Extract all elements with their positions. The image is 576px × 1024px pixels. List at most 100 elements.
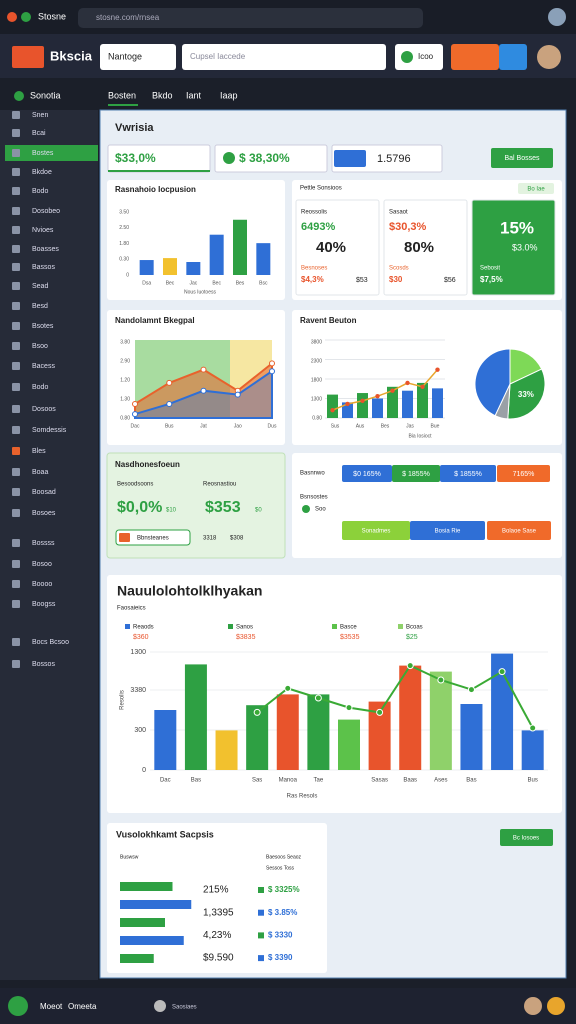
nav-tab[interactable]: Bkdo <box>152 90 173 100</box>
search-box[interactable] <box>100 44 176 70</box>
badge-text: $10 <box>166 508 177 514</box>
kpi-underline <box>108 170 210 172</box>
menu-item[interactable]: Besd <box>32 303 48 310</box>
row-swatch <box>258 932 264 939</box>
y-tick-label: 2.50 <box>119 225 129 231</box>
button[interactable] <box>499 44 527 70</box>
menu-icon <box>12 468 20 476</box>
y-tick-label: 1800 <box>311 377 322 383</box>
pill-text: $ 1855% <box>402 471 430 478</box>
menu-item[interactable]: Snen <box>32 112 48 119</box>
pill-text[interactable]: Bolaoe Sase <box>502 529 537 535</box>
x-tick-label: Baas <box>403 778 417 784</box>
pill-text[interactable]: Bosia Rie <box>435 529 461 535</box>
tile-foot: Besnoses <box>301 266 327 272</box>
y-tick-label: 0 <box>142 767 146 774</box>
menu-icon <box>12 111 20 119</box>
button[interactable] <box>500 829 553 846</box>
tile <box>383 199 468 296</box>
x-tick-label: Sasas <box>371 778 388 784</box>
tile-foot: $53 <box>356 277 368 284</box>
stat-foot: 3318 <box>203 536 217 542</box>
menu-item[interactable]: Bosoo <box>32 561 52 568</box>
bar <box>256 243 271 275</box>
kpi-badge <box>334 150 366 167</box>
kpi-value: $33,0% <box>115 151 156 165</box>
nav-tab[interactable]: Iant <box>186 90 202 100</box>
point <box>166 379 173 386</box>
menu-icon <box>12 168 20 176</box>
legend-swatch <box>332 624 337 629</box>
button[interactable] <box>451 44 499 70</box>
nav-title: Sonotia <box>30 90 61 100</box>
menu-item[interactable]: Boogss <box>32 601 56 608</box>
y-tick-label: 1300 <box>130 649 146 656</box>
button-icon <box>119 533 130 542</box>
search-placeholder: Cupsel Iaccede <box>190 52 246 61</box>
address-bar[interactable] <box>78 8 423 28</box>
x-tick-label: Dus <box>268 423 277 429</box>
card-title: Ravent Beuton <box>300 316 357 325</box>
y-tick-label: 1300 <box>311 396 322 402</box>
icon <box>14 91 24 101</box>
menu-item[interactable]: Bsotes <box>32 323 54 330</box>
pill-button[interactable] <box>487 521 551 540</box>
menu-item[interactable]: Sead <box>32 283 48 290</box>
row-swatch <box>258 955 264 962</box>
menu-item[interactable]: Bcai <box>32 130 46 137</box>
menu-item[interactable]: Bodo <box>32 188 48 195</box>
menu-item[interactable]: Bocs Bcsoo <box>32 639 69 646</box>
x-tick-label: Dac <box>160 778 171 784</box>
nav-tab[interactable]: Iaap <box>220 90 238 100</box>
menu-item[interactable]: Boaa <box>32 469 48 476</box>
menu-item[interactable]: Boooo <box>32 581 52 588</box>
point <box>234 391 241 398</box>
menu-item[interactable]: Bacess <box>32 363 55 370</box>
bar <box>209 234 224 275</box>
logo-icon <box>12 46 44 68</box>
menu-item[interactable]: Bassos <box>32 264 55 271</box>
bar <box>460 704 483 770</box>
menu-icon <box>12 226 20 234</box>
bar <box>233 219 247 275</box>
badge-text: Bo Iae <box>527 187 545 193</box>
bar <box>327 394 338 418</box>
bar <box>402 390 413 418</box>
menu-item[interactable]: Bsoo <box>32 343 48 350</box>
y-tick-label: 0.30 <box>119 257 129 263</box>
menu-item[interactable]: Dosobeo <box>32 208 60 215</box>
button[interactable] <box>115 529 191 546</box>
menu-item[interactable]: Dosoos <box>32 406 56 413</box>
tile-foot: $7,5% <box>480 275 503 284</box>
tile-foot: Scosds <box>389 266 409 272</box>
bar <box>307 694 330 770</box>
bar <box>372 398 383 418</box>
menu-item[interactable]: Bles <box>32 448 46 455</box>
menu-item[interactable]: Boasses <box>32 246 59 253</box>
pill-button[interactable] <box>410 521 485 540</box>
pill-text[interactable]: Sonadmes <box>362 529 391 535</box>
card-title: Vusolokhkamt Sacpsis <box>116 829 214 839</box>
button[interactable] <box>395 44 443 70</box>
footer-text: Saosiaes <box>172 1005 197 1011</box>
menu-item[interactable]: Bkdoe <box>32 169 52 176</box>
hbar <box>120 936 184 945</box>
legend-name: Basce <box>340 625 357 631</box>
button-label: Bal Bosses <box>504 155 540 162</box>
menu-item[interactable]: Bossos <box>32 661 55 668</box>
nav-tab[interactable]: Bosten <box>108 90 136 100</box>
y-tick-label: 3800 <box>311 339 322 345</box>
menu-item[interactable]: Boosad <box>32 489 56 496</box>
button[interactable] <box>491 148 553 168</box>
y-tick-label: 0.80 <box>120 415 130 421</box>
menu-item[interactable]: Nvioes <box>32 227 54 234</box>
legend-swatch <box>125 624 130 629</box>
row-label: Sessos Toss <box>266 865 294 871</box>
search-box[interactable] <box>182 44 386 70</box>
menu-item[interactable]: Bostes <box>32 150 54 157</box>
menu-item[interactable]: Bossss <box>32 540 55 547</box>
pill-button[interactable] <box>342 521 410 540</box>
menu-item[interactable]: Somdessis <box>32 427 67 434</box>
menu-item[interactable]: Bodo <box>32 384 48 391</box>
menu-item[interactable]: Bosoes <box>32 510 56 517</box>
